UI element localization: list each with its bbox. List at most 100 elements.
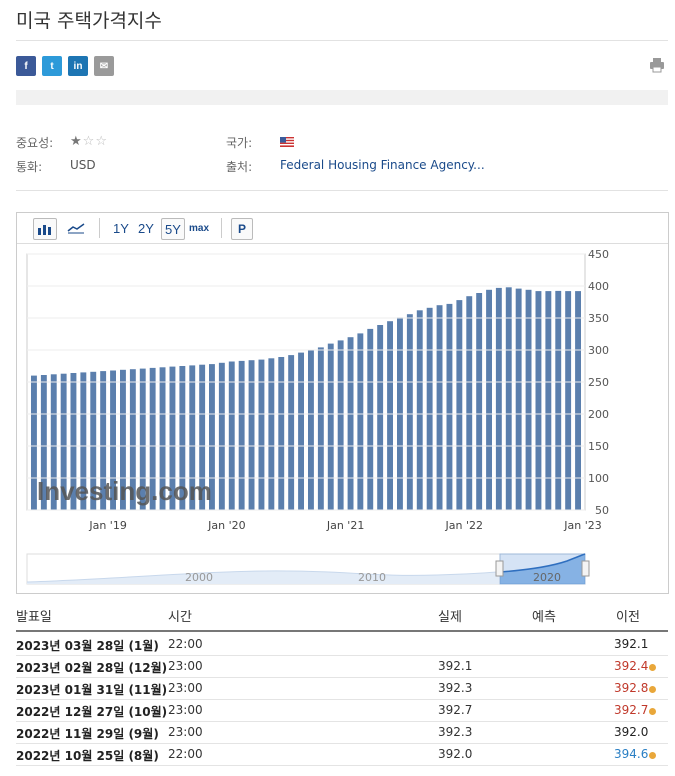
currency-value: USD	[70, 158, 96, 172]
chart-bar	[505, 287, 512, 510]
facebook-share-button[interactable]: f	[16, 56, 36, 76]
col-header-time: 시간	[168, 610, 192, 625]
chart-bar	[60, 373, 67, 510]
previous-value: 394.6	[614, 747, 649, 761]
chart-bar	[436, 305, 443, 510]
line-chart-button[interactable]	[65, 218, 87, 238]
y-tick-label: 450	[588, 248, 609, 261]
table-row: 2023년 02월 28일 (12월) 23:00 392.1 392.4	[16, 655, 668, 678]
chart-bar	[149, 367, 156, 510]
chart-toolbar: 1Y 2Y 5Y max P	[17, 213, 668, 244]
chart-bar	[456, 300, 463, 510]
chart-bar	[209, 364, 215, 510]
chart-bar	[387, 321, 393, 510]
chart-bar	[575, 291, 581, 510]
y-tick-label: 250	[588, 376, 609, 389]
chart-bar	[565, 291, 572, 510]
release-time: 23:00	[168, 703, 203, 717]
x-tick-label: Jan '19	[88, 519, 126, 532]
range-max-button[interactable]: max	[188, 222, 209, 234]
line-chart-icon	[67, 223, 85, 234]
table-row: 2022년 10월 25일 (8월) 22:00 392.0 394.6	[16, 743, 668, 766]
release-time: 22:00	[168, 747, 203, 761]
chart-bar	[179, 366, 186, 510]
navigator-right-handle[interactable]	[581, 560, 590, 577]
y-tick-label: 150	[588, 440, 609, 453]
release-date: 2023년 01월 31일 (11월)	[16, 683, 168, 697]
bar-chart-button[interactable]	[33, 218, 57, 240]
country-label: 국가:	[226, 136, 253, 150]
previous-value: 392.8	[614, 681, 649, 695]
release-date: 2022년 11월 29일 (9월)	[16, 727, 159, 741]
navigator-label: 2020	[533, 571, 561, 584]
star-filled-icon: ★	[70, 134, 83, 149]
release-date: 2023년 02월 28일 (12월)	[16, 661, 168, 675]
chart-bar	[129, 369, 136, 510]
release-time: 23:00	[168, 725, 203, 739]
chart-bar	[347, 337, 354, 510]
chart-bar	[337, 340, 344, 510]
release-time: 23:00	[168, 681, 203, 695]
chart-bar	[120, 369, 126, 510]
range-2y-button[interactable]: 2Y	[138, 220, 154, 236]
header-rule	[16, 630, 668, 632]
email-share-button[interactable]: ✉	[94, 56, 114, 76]
chart-navigator[interactable]: 2000 2010 2020	[26, 553, 590, 585]
importance-stars: ★☆☆	[70, 134, 108, 149]
chart-bar	[357, 333, 364, 510]
chart-bar	[515, 288, 522, 510]
twitter-share-button[interactable]: t	[42, 56, 62, 76]
range-5y-button[interactable]: 5Y	[161, 218, 185, 240]
chart-bar	[169, 366, 176, 510]
source-label: 출처:	[226, 160, 253, 174]
revision-dot-icon[interactable]	[649, 708, 656, 715]
chart-bar	[199, 364, 206, 510]
page-title: 미국 주택가격지수	[16, 10, 162, 32]
release-time: 22:00	[168, 637, 203, 651]
y-tick-label: 50	[595, 504, 609, 517]
x-tick-label: Jan '23	[563, 519, 601, 532]
chart-bar	[298, 352, 304, 510]
revision-dot-icon[interactable]	[649, 686, 656, 693]
chart-bar	[486, 289, 492, 510]
chart-bar	[31, 375, 37, 510]
chart-bar	[466, 296, 473, 510]
previous-value: 392.4	[614, 659, 649, 673]
y-tick-label: 300	[588, 344, 609, 357]
revision-dot-icon[interactable]	[649, 664, 656, 671]
chart-bar	[278, 357, 285, 510]
navigator-left-handle[interactable]	[495, 560, 504, 577]
actual-value: 392.1	[438, 659, 473, 673]
linkedin-share-button[interactable]: in	[68, 56, 88, 76]
chart-bar	[426, 307, 433, 510]
chart-bar	[50, 374, 57, 510]
star-empty-icon: ☆	[82, 134, 96, 149]
col-header-forecast: 예측	[532, 610, 556, 625]
chart-bar	[446, 303, 453, 510]
chart-bar	[218, 362, 225, 510]
previous-value: 392.0	[614, 725, 649, 739]
print-icon[interactable]	[649, 57, 665, 73]
chart-bar	[268, 358, 275, 510]
range-1y-button[interactable]: 1Y	[113, 220, 129, 236]
chart-bar	[406, 314, 413, 510]
chart-bar	[90, 371, 97, 510]
y-tick-label: 100	[588, 472, 609, 485]
chart-bar	[535, 291, 542, 510]
chart-bar	[545, 291, 552, 510]
chart-container: 1Y 2Y 5Y max P 450 400 350 300 250 200 150 100 5…	[16, 212, 669, 594]
star-empty-icon: ☆	[95, 134, 108, 149]
source-link[interactable]: Federal Housing Finance Agency...	[280, 158, 485, 172]
y-tick-label: 350	[588, 312, 609, 325]
chart-bar	[476, 293, 483, 510]
divider	[16, 190, 668, 191]
release-date: 2022년 10월 25일 (8월)	[16, 749, 159, 763]
table-row: 2023년 01월 31일 (11월) 23:00 392.3 392.8	[16, 677, 668, 700]
actual-value: 392.3	[438, 725, 473, 739]
revision-dot-icon[interactable]	[649, 752, 656, 759]
p-button[interactable]: P	[231, 218, 253, 240]
chart-bar	[317, 347, 324, 510]
chart-bar	[40, 375, 47, 510]
chart-bar	[189, 365, 196, 510]
importance-label: 중요성:	[16, 136, 54, 150]
